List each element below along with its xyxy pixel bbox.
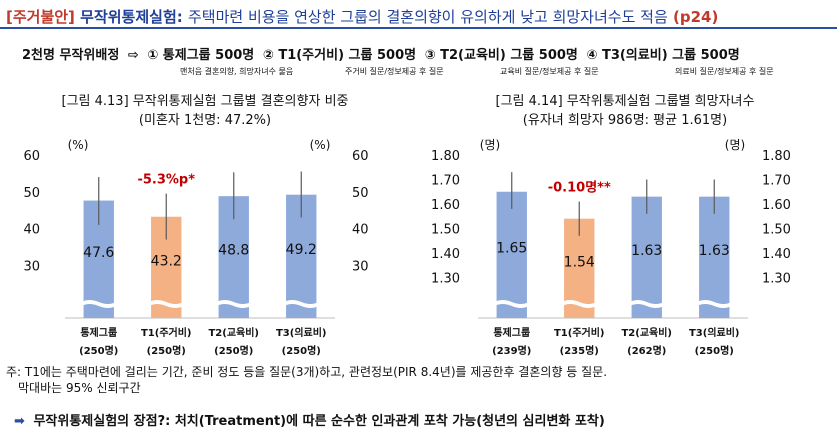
chart2-title-line2: (유자녀 희망자 986명: 평균 1.61명) bbox=[522, 113, 728, 128]
chart1-value-label: 43.2 bbox=[151, 253, 182, 269]
design-group-control: ① 통제그룹 500명 bbox=[147, 48, 255, 63]
chart1-ytick-left: 60 bbox=[23, 149, 40, 164]
chart2-category-sublabel: (262명) bbox=[627, 344, 666, 357]
chart2-bar bbox=[496, 191, 527, 318]
chart1-title-line2: (미혼자 1천명: 47.2%) bbox=[138, 113, 272, 128]
chart1-value-label: 48.8 bbox=[218, 243, 249, 259]
chart2-ytick-right: 1.60 bbox=[762, 198, 791, 213]
chart2-ylabel-left: (명) bbox=[480, 138, 500, 152]
chart2-title: [그림 4.14] 무작위통제실험 그룹별 희망자녀수 (유자녀 희망자 986… bbox=[440, 90, 810, 128]
footnote-line1: 주: T1에는 주택마련에 걸리는 기간, 준비 정도 등을 질문(3개)하고,… bbox=[6, 365, 608, 379]
chart2-axis-break bbox=[494, 300, 529, 308]
title-tag: [주거불안] bbox=[6, 8, 75, 26]
chart2-axis-break bbox=[697, 300, 732, 308]
chart1-annotation: -5.3%p* bbox=[137, 173, 195, 188]
chart1-category-label: T3(의료비) bbox=[276, 326, 327, 339]
design-note-t2: 교육비 질문/정보제공 후 질문 bbox=[500, 67, 599, 76]
design-note-t3: 의료비 질문/정보제공 후 질문 bbox=[675, 67, 774, 76]
chart2-title-line1: [그림 4.14] 무작위통제실험 그룹별 희망자녀수 bbox=[495, 94, 755, 109]
chart2-bar bbox=[699, 196, 730, 318]
footnote-line2: 막대바는 95% 신뢰구간 bbox=[18, 381, 141, 395]
chart1-category-label: T2(교육비) bbox=[208, 326, 259, 339]
chart1-ylabel-right: (%) bbox=[310, 138, 331, 152]
chart2-ytick-left: 1.50 bbox=[431, 223, 460, 238]
chart1-ytick-right: 30 bbox=[352, 259, 369, 274]
chart2-ytick-right: 1.80 bbox=[762, 149, 791, 164]
chart1-category-sublabel: (250명) bbox=[79, 344, 118, 357]
chart1-ytick-left: 40 bbox=[23, 223, 40, 238]
chart2-value-label: 1.65 bbox=[496, 240, 527, 256]
chart1-axis-break bbox=[149, 300, 184, 308]
chart2-ytick-right: 1.40 bbox=[762, 247, 791, 262]
design-line: 2천명 무작위배정 ⇨ ① 통제그룹 500명 ② T1(주거비) 그룹 500… bbox=[22, 44, 744, 63]
chart1-category-sublabel: (250명) bbox=[147, 344, 186, 357]
chart1-ytick-left: 30 bbox=[23, 259, 40, 274]
title-colon: : bbox=[176, 8, 183, 26]
chart2-category-sublabel: (235명) bbox=[560, 344, 599, 357]
chart2-category-label: 통제그룹 bbox=[493, 326, 530, 339]
title-headline: 주택마련 비용을 연상한 그룹의 결혼의향이 유의하게 낮고 희망자녀수도 적음 bbox=[188, 8, 668, 26]
footnote: 주: T1에는 주택마련에 걸리는 기간, 준비 정도 등을 질문(3개)하고,… bbox=[6, 364, 607, 396]
title-experiment: 무작위통제실험 bbox=[80, 8, 177, 26]
chart1-category-sublabel: (250명) bbox=[282, 344, 321, 357]
chart1-category-label: T1(주거비) bbox=[141, 326, 192, 339]
takeaway-bullet: ➡ 무작위통제실험의 장점?: 처치(Treatment)에 따른 순수한 인과… bbox=[14, 410, 605, 429]
chart2-ytick-left: 1.80 bbox=[431, 149, 460, 164]
design-lead: 2천명 무작위배정 bbox=[22, 48, 120, 63]
chart2-value-label: 1.63 bbox=[699, 243, 730, 259]
chart1-ytick-left: 50 bbox=[23, 186, 40, 201]
arrow-right-icon: ➡ bbox=[14, 414, 25, 429]
chart2-category-label: T1(주거비) bbox=[554, 326, 605, 339]
design-group-t2: ③ T2(교육비) 그룹 500명 bbox=[424, 48, 578, 63]
chart2-ytick-right: 1.30 bbox=[762, 272, 791, 287]
chart1-category-label: 통제그룹 bbox=[80, 326, 117, 339]
chart2-ytick-right: 1.50 bbox=[762, 223, 791, 238]
chart2-ytick-left: 1.40 bbox=[431, 247, 460, 262]
chart1-title: [그림 4.13] 무작위통제실험 그룹별 결혼의향자 비중 (미혼자 1천명:… bbox=[20, 90, 390, 128]
chart1-value-label: 47.6 bbox=[83, 245, 114, 261]
chart2-category-label: T3(의료비) bbox=[689, 326, 740, 339]
chart2-ytick-left: 1.60 bbox=[431, 198, 460, 213]
chart2-axis-break bbox=[562, 300, 597, 308]
chart1-category-sublabel: (250명) bbox=[214, 344, 253, 357]
chart2-ytick-right: 1.70 bbox=[762, 174, 791, 189]
title-page-ref: (p24) bbox=[672, 8, 719, 26]
chart1-ytick-right: 60 bbox=[352, 149, 369, 164]
chart2-ytick-left: 1.70 bbox=[431, 174, 460, 189]
chart1-value-label: 49.2 bbox=[286, 242, 317, 258]
design-group-t1: ② T1(주거비) 그룹 500명 bbox=[262, 48, 417, 63]
design-note-control: 맨처음 결혼의향, 희망자녀수 물음 bbox=[180, 67, 294, 76]
design-arrow-icon: ⇨ bbox=[127, 48, 139, 63]
chart1-axis-break bbox=[216, 300, 251, 308]
design-note-t1: 주거비 질문/정보제공 후 질문 bbox=[345, 67, 444, 76]
chart1-axis-break bbox=[81, 300, 116, 308]
title-divider bbox=[0, 27, 837, 29]
chart1-ylabel-left: (%) bbox=[68, 138, 89, 152]
page-title: [주거불안] 무작위통제실험: 주택마련 비용을 연상한 그룹의 결혼의향이 유… bbox=[6, 6, 718, 27]
chart2-category-label: T2(교육비) bbox=[621, 326, 672, 339]
chart1-title-line1: [그림 4.13] 무작위통제실험 그룹별 결혼의향자 비중 bbox=[61, 94, 349, 109]
chart2-axis-break bbox=[629, 300, 664, 308]
chart2-value-label: 1.54 bbox=[564, 254, 595, 270]
takeaway-text: 무작위통제실험의 장점?: 처치(Treatment)에 따른 순수한 인과관계… bbox=[33, 414, 605, 429]
chart2-category-sublabel: (239명) bbox=[492, 344, 531, 357]
chart1-axis-break bbox=[284, 300, 319, 308]
design-group-t3: ④ T3(의료비) 그룹 500명 bbox=[586, 48, 740, 63]
chart2-bar bbox=[631, 196, 662, 318]
chart2-value-label: 1.63 bbox=[631, 243, 662, 259]
chart1-ytick-right: 40 bbox=[352, 223, 369, 238]
chart2-ylabel-right: (명) bbox=[725, 138, 745, 152]
chart2-category-sublabel: (250명) bbox=[695, 344, 734, 357]
chart1-ytick-right: 50 bbox=[352, 186, 369, 201]
chart2-annotation: -0.10명** bbox=[548, 180, 611, 196]
chart2-ytick-left: 1.30 bbox=[431, 272, 460, 287]
